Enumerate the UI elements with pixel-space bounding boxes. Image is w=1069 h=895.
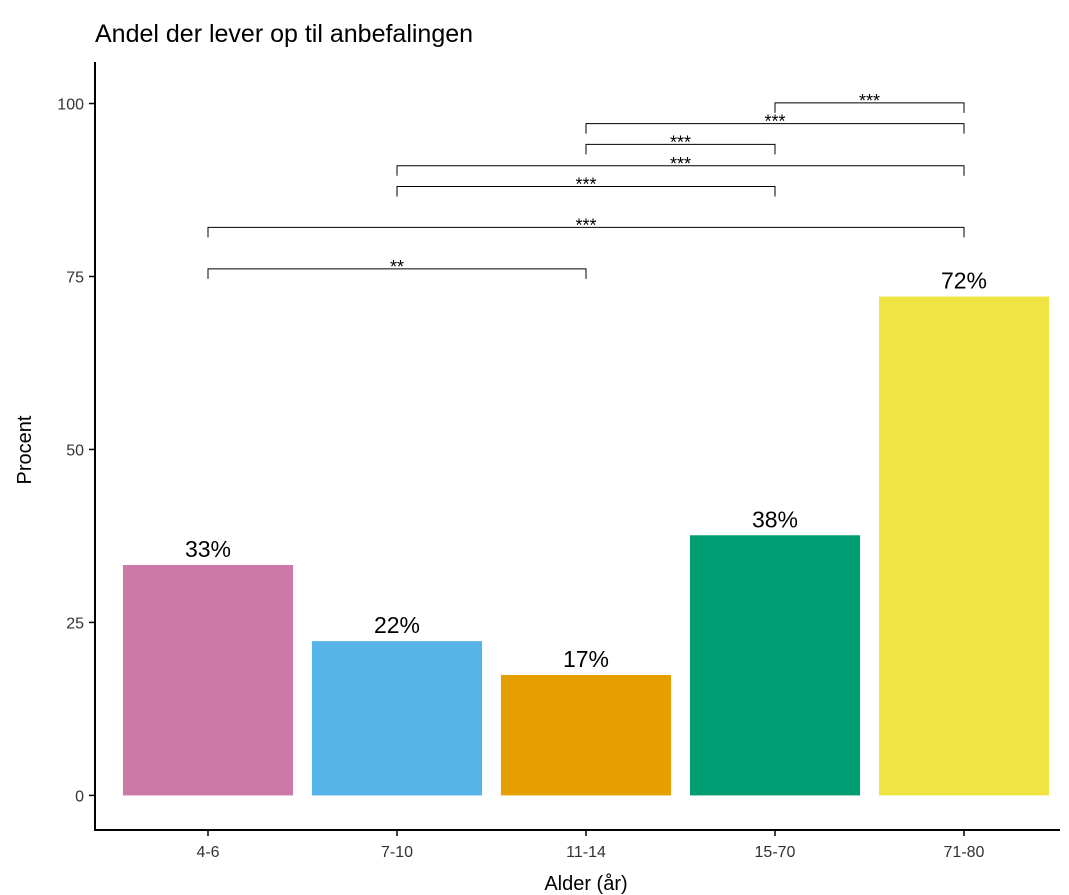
significance-bracket: [774, 102, 965, 113]
y-tick-label: 75: [66, 269, 84, 286]
x-axis-label: Alder (år): [544, 873, 627, 895]
data-label: 33%: [185, 536, 231, 562]
y-tick-label: 25: [66, 615, 84, 632]
significance-label: ***: [670, 132, 691, 152]
significance-bracket: [396, 165, 965, 176]
bar: [122, 565, 294, 796]
y-tick-label: 50: [66, 442, 84, 459]
significance-label: **: [390, 257, 404, 277]
significance-label: ***: [670, 154, 691, 174]
significance-label: ***: [575, 175, 596, 195]
significance-bracket: [396, 186, 776, 197]
data-label: 38%: [752, 506, 798, 532]
data-label: 17%: [563, 646, 609, 672]
significance-bracket: [207, 268, 587, 279]
significance-label: ***: [859, 91, 880, 111]
bar: [500, 675, 672, 796]
bar: [689, 535, 861, 796]
chart-title: Andel der lever op til anbefalingen: [95, 20, 473, 48]
significance-bracket: [585, 143, 776, 155]
bar: [878, 296, 1050, 796]
x-tick-label: 7-10: [381, 844, 413, 861]
y-tick-label: 0: [75, 788, 84, 805]
bar: [311, 641, 483, 796]
x-tick-label: 4-6: [196, 844, 219, 861]
x-tick-label: 71-80: [944, 844, 985, 861]
data-label: 22%: [374, 612, 420, 638]
significance-label: ***: [764, 112, 785, 132]
y-tick-label: 100: [57, 97, 84, 114]
significance-label: ***: [575, 215, 596, 235]
significance-bracket: [585, 123, 965, 134]
data-label: 72%: [941, 268, 987, 294]
significance-bracket: [207, 226, 965, 238]
x-tick-label: 15-70: [755, 844, 796, 861]
y-axis-label: Procent: [14, 415, 36, 484]
x-tick-label: 11-14: [566, 844, 606, 861]
